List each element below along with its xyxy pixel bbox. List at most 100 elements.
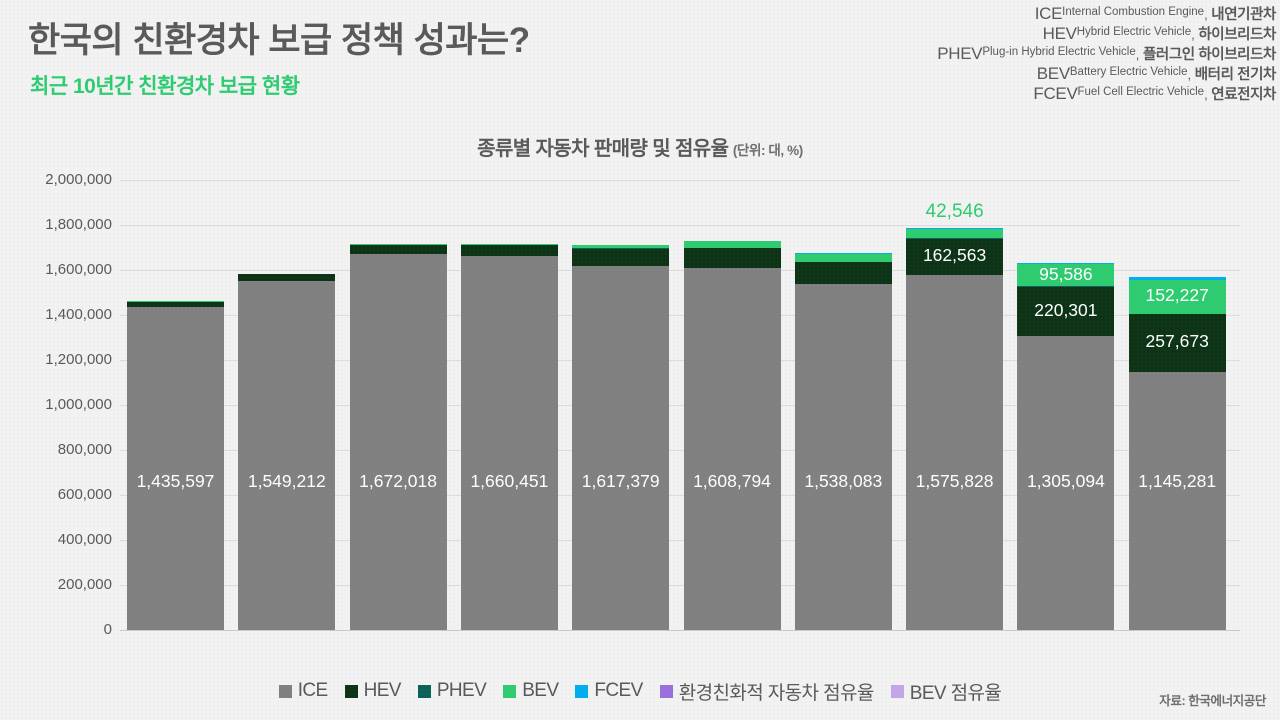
bar-segment-ice-2019[interactable]: 1,538,083 — [794, 283, 892, 630]
bar-segment-fcev-2020[interactable] — [906, 227, 1004, 229]
glossary-abbr: HEV — [1042, 24, 1077, 43]
bar-segment-fcev-2019[interactable] — [794, 253, 892, 255]
bar-segment-ice-2020[interactable]: 1,575,828 — [906, 275, 1004, 630]
gridline — [120, 225, 1240, 226]
glossary-korean: 내연기관차 — [1211, 7, 1276, 23]
glossary-row-hev: HEVHybrid Electric Vehicle, 하이브리드차 — [937, 22, 1277, 43]
glossary-row-phev: PHEVPlug-in Hybrid Electric Vehicle, 플러그… — [937, 42, 1276, 63]
chart-plot-area: 2,000,000 1,800,000 1,600,000 1,400,000 1,20… — [0, 170, 1280, 640]
bar-segment-hev-2015[interactable] — [349, 245, 447, 254]
page-title: 한국의 친환경차 보급 정책 성과는? — [28, 21, 530, 60]
bar-value-label-ice-2022: 1,145,281 — [1138, 471, 1217, 491]
legend-swatch-bev — [503, 684, 517, 698]
bar-segment-ice-2018[interactable]: 1,608,794 — [683, 268, 781, 630]
y-axis-tick-label: 800,000 — [57, 441, 112, 458]
bar-segment-hev-2021[interactable]: 220,301 — [1017, 286, 1115, 337]
bar-value-label-ice-2021: 1,305,094 — [1026, 471, 1105, 491]
bar-value-label-bev-2022: 152,227 — [1145, 284, 1209, 305]
bar-segment-hev-2013[interactable] — [127, 301, 224, 307]
bar-value-label-ice-2017: 1,617,379 — [581, 471, 660, 491]
bar-segment-bev-2015[interactable] — [349, 244, 447, 246]
bar-value-label-ice-2019: 1,538,083 — [804, 471, 883, 491]
bar-segment-bev-2018[interactable] — [683, 240, 781, 248]
legend-swatch-bev-share — [890, 684, 904, 698]
gridline — [120, 495, 1240, 496]
legend-swatch-eco-share — [659, 684, 673, 698]
bar-2014[interactable]: 1,549,212 — [238, 273, 336, 630]
bar-2015[interactable]: 1,672,018 — [349, 244, 447, 630]
gridline — [120, 315, 1240, 316]
glossary-full-form: Fuel Cell Electric Vehicle — [1077, 86, 1205, 98]
bar-segment-ice-2013[interactable]: 1,435,597 — [127, 307, 224, 630]
bar-segment-hev-2016[interactable] — [460, 244, 558, 257]
y-axis-tick-label: 1,800,000 — [45, 216, 112, 233]
glossary-row-ice: ICEInternal Combustion Engine, 내연기관차 — [937, 2, 1277, 23]
bar-segment-hev-2014[interactable] — [238, 274, 336, 282]
y-axis-tick-label: 1,600,000 — [45, 261, 112, 278]
bar-segment-hev-2019[interactable] — [794, 262, 892, 284]
gridline — [120, 180, 1240, 181]
bar-2017[interactable]: 1,617,379 — [572, 244, 670, 630]
bar-segment-ice-2015[interactable]: 1,672,018 — [349, 253, 447, 630]
bar-2019[interactable]: 1,538,083 — [794, 253, 892, 630]
bar-value-label-hev-2022: 257,673 — [1145, 331, 1209, 352]
bar-segment-phev-2017[interactable] — [572, 247, 670, 249]
bar-segment-bev-2022[interactable]: 152,227 — [1128, 279, 1226, 314]
bar-segment-phev-2021[interactable] — [1017, 285, 1115, 287]
bar-2013[interactable]: 1,435,597 — [127, 301, 224, 630]
glossary-row-bev: BEVBattery Electric Vehicle, 배터리 전기차 — [937, 62, 1277, 83]
bar-value-label-bev-2021: 95,586 — [1039, 264, 1093, 285]
bar-segment-fcev-2022[interactable] — [1128, 277, 1226, 280]
bar-2022[interactable]: 152,227 257,673 1,145,281 — [1128, 277, 1226, 630]
bar-2021[interactable]: 95,586 220,301 1,305,094 — [1017, 262, 1115, 630]
bar-value-label-bev-2020: 42,546 — [925, 200, 984, 222]
legend-item-bev[interactable]: BEV — [503, 680, 559, 702]
bar-value-label-ice-2014: 1,549,212 — [247, 471, 326, 491]
legend-swatch-phev — [417, 684, 431, 698]
glossary-korean: 플러그인 하이브리드차 — [1142, 47, 1276, 63]
bar-segment-ice-2016[interactable]: 1,660,451 — [460, 256, 558, 630]
legend-item-fcev[interactable]: FCEV — [575, 680, 643, 702]
bar-segment-phev-2018[interactable] — [683, 247, 781, 249]
header: 한국의 친환경차 보급 정책 성과는? 최근 10년간 친환경차 보급 현황 I… — [0, 0, 1280, 120]
bar-2020[interactable]: 42,546 162,563 1,575,828 — [906, 201, 1004, 630]
bar-segment-ice-2017[interactable]: 1,617,379 — [572, 266, 670, 630]
bar-segment-hev-2018[interactable] — [683, 248, 781, 269]
gridline — [120, 630, 1240, 631]
y-axis-tick-label: 1,200,000 — [45, 351, 112, 368]
glossary-abbr: PHEV — [937, 44, 983, 63]
y-axis-tick-label: 600,000 — [57, 486, 112, 503]
y-axis-tick-label: 0 — [103, 621, 112, 638]
gridline — [120, 405, 1240, 406]
legend-label-fcev: FCEV — [594, 680, 643, 701]
bar-segment-bev-2019[interactable] — [794, 254, 892, 262]
chart-title-main: 종류별 자동차 판매량 및 점유율 — [477, 138, 729, 160]
bar-segment-ice-2022[interactable]: 1,145,281 — [1128, 372, 1226, 630]
bar-segment-fcev-2021[interactable] — [1017, 262, 1115, 265]
bar-segment-hev-2017[interactable] — [572, 248, 670, 267]
bar-2016[interactable]: 1,660,451 — [460, 243, 558, 630]
chart-legend: ICE HEV PHEV BEV FCEV 환경친화적 자동차 점유율 BEV 점유율 — [0, 676, 1280, 706]
bar-segment-hev-2022[interactable]: 257,673 — [1128, 314, 1226, 373]
bar-segment-ice-2014[interactable]: 1,549,212 — [238, 281, 336, 630]
legend-item-hev[interactable]: HEV — [344, 680, 401, 702]
bar-value-label-hev-2020: 162,563 — [922, 245, 987, 266]
bar-2018[interactable]: 1,608,794 — [683, 240, 781, 630]
legend-item-eco-share[interactable]: 환경친화적 자동차 점유율 — [659, 678, 874, 705]
bar-segment-bev-2016[interactable] — [460, 243, 558, 245]
legend-swatch-ice — [278, 684, 292, 698]
legend-item-bev-share[interactable]: BEV 점유율 — [890, 678, 1002, 705]
glossary-separator: , — [1191, 27, 1199, 42]
glossary-korean: 하이브리드차 — [1198, 27, 1276, 43]
legend-label-bev: BEV — [522, 680, 559, 701]
bar-segment-bev-2020[interactable]: 42,546 — [906, 201, 1004, 239]
legend-item-phev[interactable]: PHEV — [417, 680, 487, 702]
y-axis-tick-label: 2,000,000 — [45, 171, 112, 188]
glossary-row-fcev: FCEVFuel Cell Electric Vehicle, 연료전지차 — [937, 82, 1276, 103]
legend-item-ice[interactable]: ICE — [278, 680, 328, 702]
glossary-full-form: Battery Electric Vehicle — [1069, 66, 1188, 78]
bar-segment-hev-2020[interactable]: 162,563 — [906, 238, 1004, 276]
bar-segment-bev-2017[interactable] — [572, 244, 670, 248]
bar-segment-bev-2021[interactable]: 95,586 — [1017, 264, 1115, 286]
bar-segment-ice-2021[interactable]: 1,305,094 — [1017, 336, 1115, 630]
